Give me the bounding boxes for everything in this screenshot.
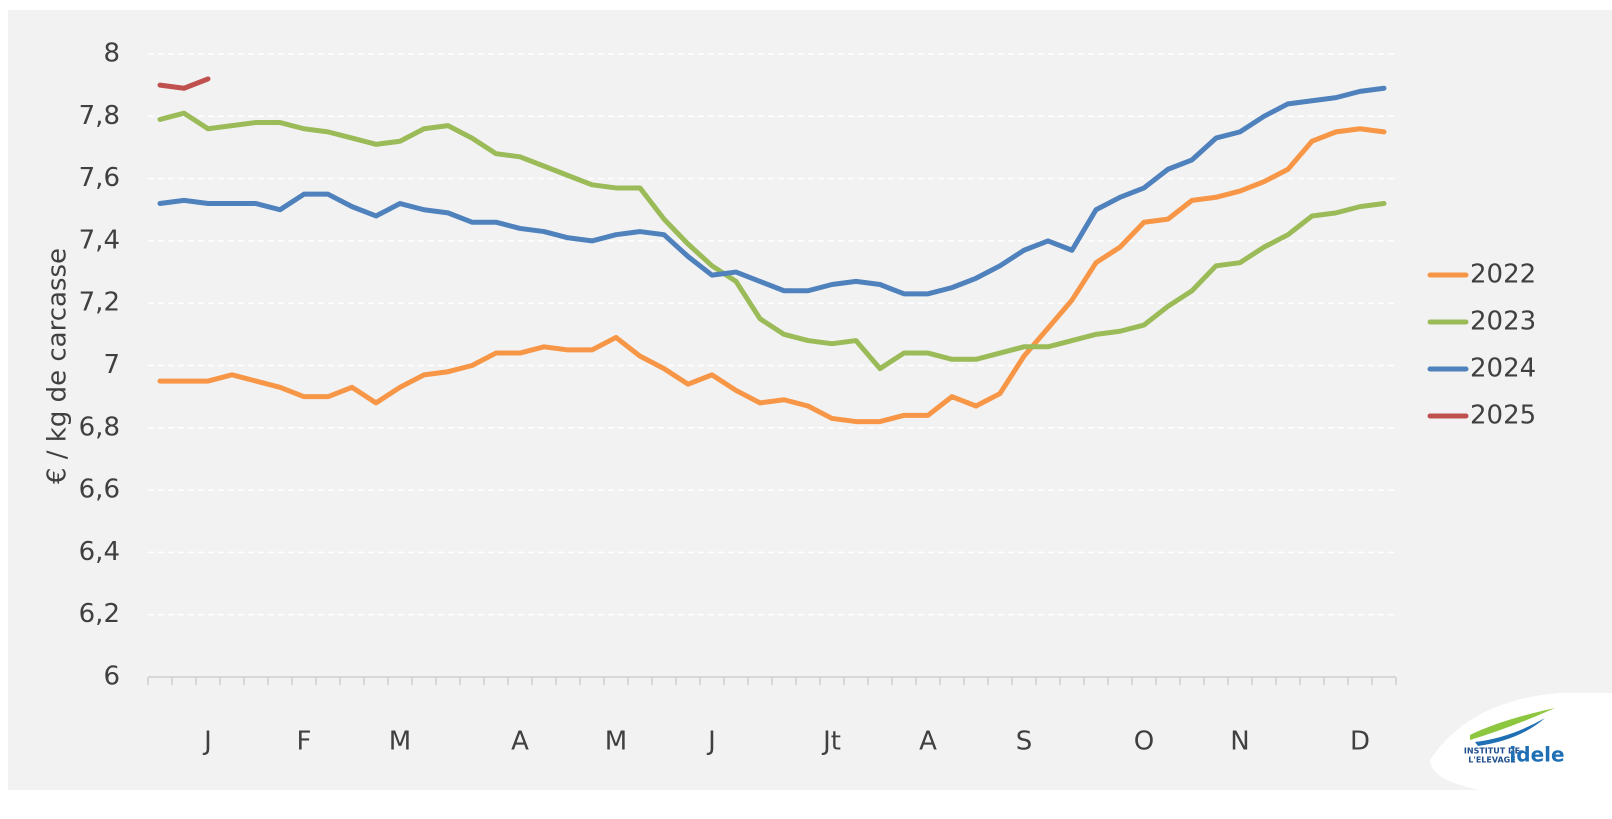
logo-text: L'ELEVAGE: [1468, 756, 1515, 765]
legend-label: 2024: [1470, 354, 1536, 384]
y-tick-label: 6,2: [79, 599, 120, 629]
x-tick-label: J: [706, 727, 716, 757]
y-tick-label: 7,6: [79, 163, 120, 193]
y-axis-title: € / kg de carcasse: [43, 248, 73, 484]
x-tick-label: S: [1016, 727, 1033, 757]
x-tick-label: M: [605, 727, 627, 757]
y-tick-label: 7,8: [79, 101, 120, 131]
chart-area: [8, 10, 1612, 790]
y-tick-label: 6,6: [79, 475, 120, 505]
x-tick-label: J: [202, 727, 212, 757]
logo-swoosh: [1470, 708, 1555, 740]
y-tick-label: 7: [103, 350, 120, 380]
x-tick-label: A: [511, 727, 529, 757]
y-tick-label: 7,4: [79, 225, 120, 255]
x-tick-label: F: [297, 727, 312, 757]
x-tick-label: M: [389, 727, 411, 757]
x-tick-label: O: [1134, 727, 1154, 757]
series-line: [157, 76, 211, 91]
legend-label: 2022: [1470, 260, 1536, 290]
logo-brand: idele: [1509, 743, 1564, 767]
series-line: [157, 126, 1387, 425]
y-tick-label: 6,8: [79, 412, 120, 442]
legend-label: 2023: [1470, 307, 1536, 337]
legend-label: 2025: [1470, 401, 1536, 431]
x-tick-label: D: [1350, 727, 1370, 757]
y-tick-label: 6,4: [79, 537, 120, 567]
y-tick-label: 6: [103, 662, 120, 692]
x-tick-label: Jt: [821, 727, 841, 757]
y-tick-label: 8: [103, 39, 120, 69]
y-tick-label: 7,2: [79, 288, 120, 318]
series-line: [157, 85, 1387, 297]
logo-badge: [1430, 693, 1612, 790]
x-tick-label: N: [1230, 727, 1249, 757]
series-line: [157, 110, 1387, 372]
x-tick-label: A: [919, 727, 937, 757]
logo-text: INSTITUT DE: [1464, 747, 1520, 756]
logo-swoosh: [1475, 718, 1545, 746]
